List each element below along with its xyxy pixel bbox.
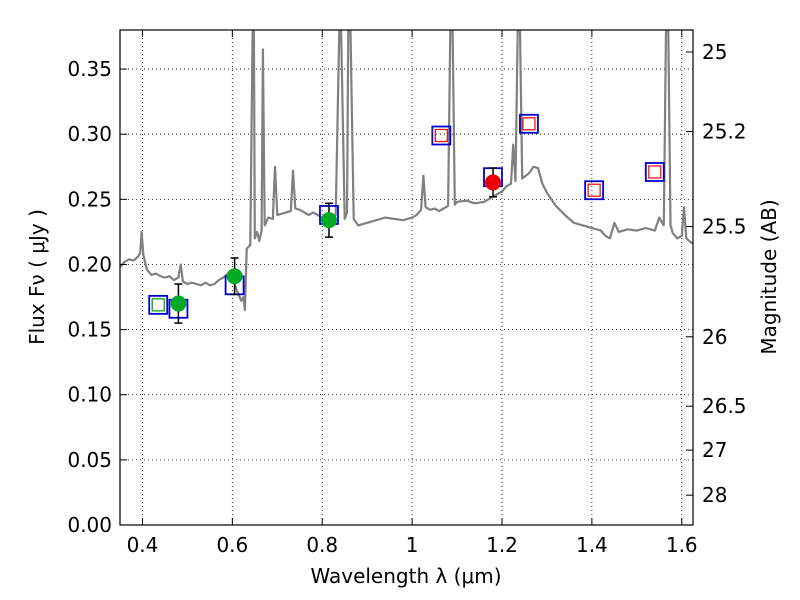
right-tick-label: 26 [702, 325, 727, 349]
model-photometry-square [519, 113, 539, 134]
inner-square-marker [151, 298, 165, 312]
y-tick-label: 0.00 [67, 513, 112, 537]
x-tick-label: 0.8 [306, 533, 338, 557]
y-tick-label: 0.25 [67, 187, 112, 211]
grid-lines [120, 30, 693, 526]
model-photometry-square [644, 162, 665, 182]
right-tick-label: 28 [702, 483, 727, 507]
x-tick-label: 0.6 [216, 533, 248, 557]
inner-square-marker [522, 117, 536, 131]
x-tick-label: 0.4 [127, 533, 159, 557]
y-tick-label: 0.15 [67, 318, 112, 342]
x-tick-label: 1.6 [666, 533, 698, 557]
model-photometry-square [431, 125, 452, 146]
y-tick-label: 0.20 [67, 252, 112, 276]
model-photometry-square [584, 180, 605, 201]
inner-square-marker [434, 128, 448, 143]
model-photometry-square [148, 294, 169, 315]
right-tick-label: 25.5 [702, 215, 747, 239]
y-axis-label: Flux Fν ( μJy ) [25, 209, 49, 345]
right-tick-label: 25 [702, 40, 727, 64]
plot-frame [119, 29, 694, 526]
y-tick-label: 0.05 [67, 448, 112, 472]
y-tick-label: 0.10 [67, 383, 112, 407]
x-tick-label: 1.4 [576, 533, 608, 557]
y-tick-label: 0.30 [67, 122, 112, 146]
inner-square-marker [587, 183, 601, 197]
right-tick-label: 25.2 [702, 120, 747, 144]
data-point [226, 268, 243, 285]
plot-background [120, 30, 693, 525]
right-tick-label: 27 [702, 438, 727, 462]
right-tick-label: 26.5 [702, 394, 747, 418]
x-tick-label: 1.2 [486, 533, 518, 557]
data-point [320, 212, 337, 229]
inner-square-marker [648, 165, 662, 179]
x-axis-label: Wavelength λ (μm) [310, 564, 501, 588]
x-tick-label: 1 [406, 533, 419, 557]
axis-ticks: 0.4 0.6 0.8 1 1.2 1.4 1.6 0.00 0.05 0.10 0.15 0.20 0… [67, 30, 747, 557]
spectrum-line [120, 30, 693, 312]
y-tick-label: 0.35 [67, 57, 112, 81]
plot-area [120, 30, 693, 324]
data-point [170, 295, 187, 312]
right-axis-label: Magnitude (AB) [757, 199, 781, 354]
data-point [485, 174, 502, 191]
